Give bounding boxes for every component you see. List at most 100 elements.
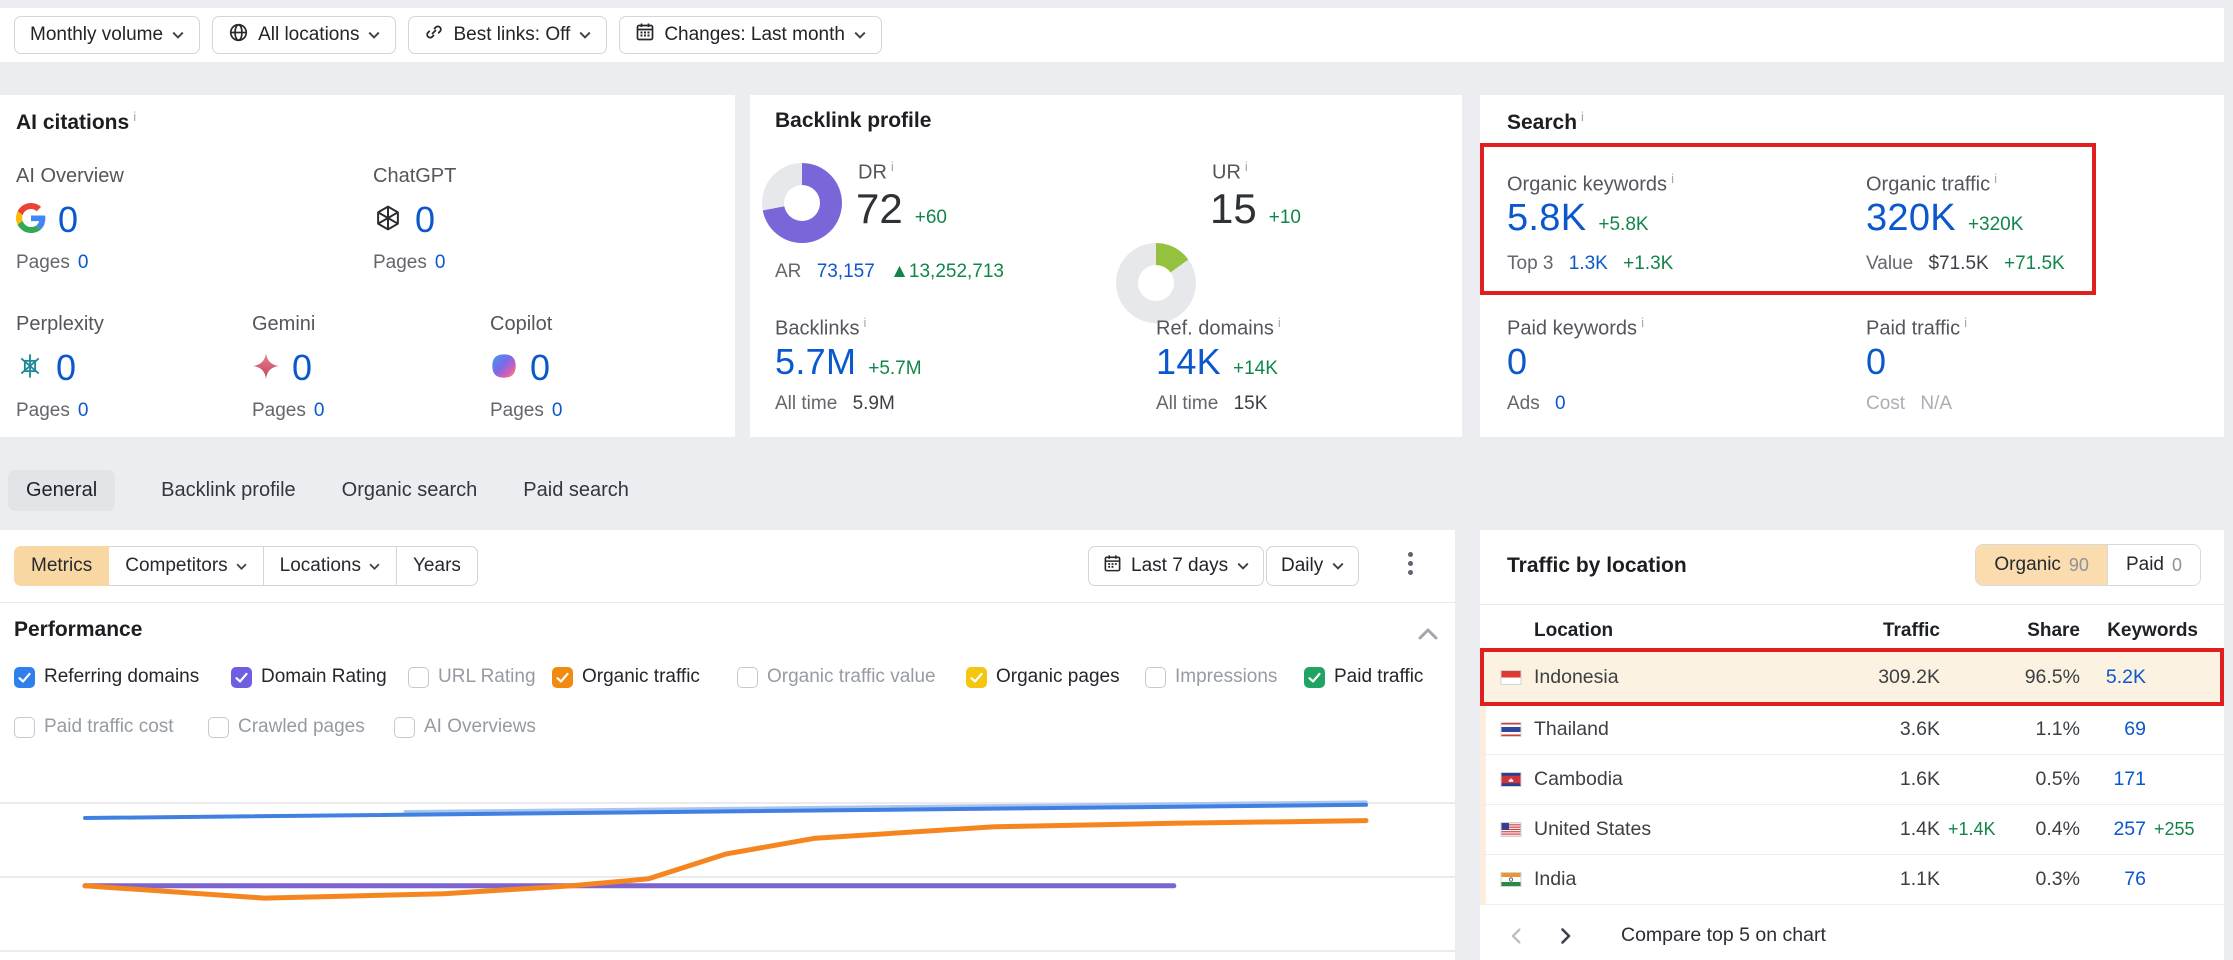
metric-checkbox-referring-domains[interactable]: Referring domains: [14, 666, 199, 688]
table-row-india[interactable]: India 1.1K 0.3% 76: [1480, 854, 2224, 904]
checkbox-icon[interactable]: [394, 716, 415, 738]
traffic-value: 3.6K: [1899, 718, 1940, 740]
divider: [1480, 904, 2224, 905]
ref-domains-value[interactable]: 14K: [1156, 341, 1221, 382]
toggle-organic[interactable]: Organic 90: [1976, 545, 2107, 585]
keywords-link[interactable]: 69: [2124, 718, 2146, 740]
metrics-mode-button[interactable]: Metrics: [14, 546, 110, 586]
pages-count[interactable]: 0: [434, 252, 446, 273]
granularity-button[interactable]: Daily: [1266, 546, 1360, 586]
best-links-filter-button[interactable]: Best links: Off: [408, 16, 608, 54]
next-page-button[interactable]: [1555, 926, 1575, 946]
checkbox-icon[interactable]: [208, 716, 229, 738]
top3-value[interactable]: 1.3K: [1568, 253, 1608, 274]
perplexity-label: Perplexity: [16, 313, 104, 335]
years-mode-button[interactable]: Years: [396, 546, 478, 586]
metric-checkbox-organic-traffic-value[interactable]: Organic traffic value: [737, 666, 936, 688]
gemini-count[interactable]: 0: [292, 347, 313, 388]
ai-overview-label: AI Overview: [16, 165, 124, 187]
section-tabs: General Backlink profile Organic search …: [0, 466, 629, 514]
checkbox-icon[interactable]: [14, 716, 35, 738]
changes-filter-button[interactable]: Changes: Last month: [619, 16, 882, 54]
checkbox-icon[interactable]: [14, 666, 35, 688]
checkbox-icon[interactable]: [1145, 666, 1166, 688]
rows-accent-strip: [1480, 650, 1486, 904]
collapse-chevron-up-icon[interactable]: [1416, 626, 1440, 647]
traffic-by-location-panel: Traffic by location Organic 90 Paid 0 Loca…: [1480, 530, 2224, 960]
table-row-thailand[interactable]: Thailand 3.6K 1.1% 69: [1480, 704, 2224, 754]
tab-paid-search[interactable]: Paid search: [523, 478, 629, 501]
ai-citation-perplexity: Perplexity 0 Pages 0: [16, 313, 246, 422]
locations-filter-button[interactable]: All locations: [212, 16, 397, 54]
ai-overview-count[interactable]: 0: [58, 199, 79, 240]
checkbox-icon[interactable]: [231, 666, 252, 688]
metric-checkbox-paid-traffic-cost[interactable]: Paid traffic cost: [14, 716, 174, 738]
pages-count[interactable]: 0: [77, 252, 89, 273]
monthly-volume-label: Monthly volume: [30, 24, 164, 45]
keywords-link[interactable]: 257: [2113, 818, 2146, 840]
checkbox-icon[interactable]: [552, 666, 573, 688]
paid-traffic-label: Paid traffic: [1866, 315, 1967, 341]
copilot-label: Copilot: [490, 313, 553, 335]
checkbox-icon[interactable]: [1304, 666, 1325, 688]
alltime-value: 5.9M: [852, 393, 895, 414]
prev-page-button[interactable]: [1507, 926, 1527, 946]
ur-delta: +10: [1268, 207, 1301, 228]
backlink-profile-card: Backlink profile DR 72 +60 AR 73,157 ▲13…: [750, 95, 1462, 437]
keywords-link[interactable]: 76: [2124, 868, 2146, 890]
table-row-indonesia[interactable]: Indonesia 309.2K 96.5% 5.2K: [1480, 650, 2224, 704]
checkbox-icon[interactable]: [737, 666, 758, 688]
ar-value[interactable]: 73,157: [816, 261, 875, 282]
more-options-kebab-icon[interactable]: [1408, 552, 1413, 575]
keywords-link[interactable]: 5.2K: [2105, 665, 2146, 688]
locations-mode-button[interactable]: Locations: [262, 546, 397, 586]
traffic-value: 1.1K: [1899, 868, 1940, 890]
date-range-button[interactable]: Last 7 days: [1088, 546, 1265, 586]
checkbox-icon[interactable]: [408, 666, 429, 688]
paid-traffic-value[interactable]: 0: [1866, 341, 1887, 382]
table-row-cambodia[interactable]: Cambodia 1.6K 0.5% 171: [1480, 754, 2224, 804]
metric-checkbox-ai-overviews[interactable]: AI Overviews: [394, 716, 536, 738]
location-name: Indonesia: [1534, 665, 1619, 688]
ads-value[interactable]: 0: [1555, 393, 1566, 414]
metric-checkbox-paid-traffic[interactable]: Paid traffic: [1304, 666, 1423, 688]
chatgpt-count[interactable]: 0: [415, 199, 436, 240]
pages-count[interactable]: 0: [313, 400, 325, 421]
organic-keywords-value[interactable]: 5.8K: [1507, 197, 1587, 239]
toggle-paid[interactable]: Paid 0: [2106, 545, 2200, 585]
checkbox-icon[interactable]: [966, 666, 987, 688]
tab-organic-search[interactable]: Organic search: [341, 478, 478, 501]
competitors-mode-button[interactable]: Competitors: [108, 546, 264, 586]
organic-traffic-value[interactable]: 320K: [1866, 197, 1956, 239]
metric-checkbox-organic-pages[interactable]: Organic pages: [966, 666, 1120, 688]
organic-paid-toggle: Organic 90 Paid 0: [1975, 544, 2201, 586]
paid-keywords-value[interactable]: 0: [1507, 341, 1528, 382]
pages-count[interactable]: 0: [551, 400, 563, 421]
metric-checkbox-domain-rating[interactable]: Domain Rating: [231, 666, 387, 688]
tab-general[interactable]: General: [8, 469, 116, 511]
monthly-volume-filter-button[interactable]: Monthly volume: [14, 16, 201, 54]
metric-checkbox-url-rating[interactable]: URL Rating: [408, 666, 536, 688]
copilot-count[interactable]: 0: [530, 347, 551, 388]
compare-top5-link[interactable]: Compare top 5 on chart: [1621, 924, 1826, 946]
keywords-link[interactable]: 171: [2113, 768, 2146, 790]
calendar-icon: [1103, 554, 1122, 579]
locations-filter-label: All locations: [258, 24, 360, 45]
chart-mode-controls: Metrics Competitors Locations Years: [14, 546, 478, 586]
pages-count[interactable]: 0: [77, 400, 89, 421]
flag-united-states-icon: [1500, 822, 1534, 837]
backlinks-value[interactable]: 5.7M: [775, 341, 857, 382]
perplexity-icon: [16, 352, 44, 385]
google-icon: [16, 202, 46, 238]
perplexity-count[interactable]: 0: [56, 347, 77, 388]
value-amount: $71.5K: [1928, 253, 1989, 274]
tab-backlink-profile[interactable]: Backlink profile: [161, 478, 296, 501]
calendar-icon: [635, 22, 655, 48]
search-title: Search: [1507, 109, 1584, 135]
organic-traffic-delta: +320K: [1967, 214, 2024, 235]
metric-checkbox-crawled-pages[interactable]: Crawled pages: [208, 716, 365, 738]
table-row-united-states[interactable]: United States 1.4K +1.4K 0.4% 257 +255: [1480, 804, 2224, 854]
metric-checkbox-organic-traffic[interactable]: Organic traffic: [552, 666, 700, 688]
chevron-down-icon: [1332, 562, 1344, 570]
metric-checkbox-impressions[interactable]: Impressions: [1145, 666, 1277, 688]
